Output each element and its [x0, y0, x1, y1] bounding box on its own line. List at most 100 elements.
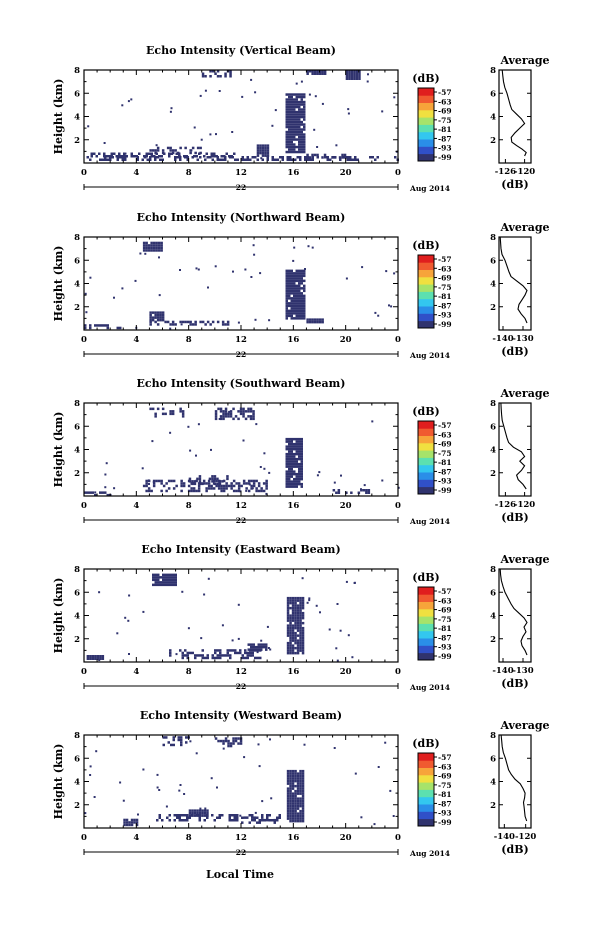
echo-cell — [123, 155, 126, 158]
echo-cell — [291, 784, 295, 788]
echo-cell — [289, 621, 292, 625]
avg-y-tick-label: 8 — [490, 731, 496, 741]
echo-cell — [296, 649, 300, 652]
echo-cell — [274, 109, 277, 112]
echo-cell — [306, 70, 309, 73]
echo-cell — [259, 149, 262, 152]
date-label: Aug 2014 — [409, 517, 450, 526]
echo-cell — [249, 415, 253, 418]
echo-cell — [295, 130, 298, 134]
echo-cell — [298, 450, 301, 453]
echo-cell — [158, 155, 161, 158]
echo-cell — [300, 472, 303, 476]
echo-cell — [200, 637, 203, 640]
echo-cell — [113, 487, 116, 490]
echo-cell — [299, 639, 302, 642]
echo-cell — [294, 621, 297, 625]
echo-cell — [229, 415, 233, 418]
echo-cell — [213, 477, 217, 481]
colorbar-tick-label: -99 — [438, 486, 452, 495]
echo-cell — [290, 460, 293, 463]
echo-cell — [216, 656, 219, 660]
echo-cell — [293, 110, 296, 114]
echo-cell — [296, 774, 300, 778]
echo-cell — [290, 445, 293, 448]
echo-cell — [303, 317, 306, 320]
echo-cell — [215, 479, 218, 483]
echo-cell — [298, 445, 301, 448]
echo-cell — [298, 130, 301, 134]
echo-cell — [256, 158, 259, 161]
echo-cell — [385, 270, 388, 273]
echo-cell — [300, 482, 303, 486]
echo-cell — [333, 481, 336, 484]
echo-cell — [294, 812, 297, 815]
echo-cell — [261, 146, 265, 150]
echo-cell — [128, 653, 130, 655]
y-tick-label: 2 — [74, 136, 80, 146]
colorbar-tick-label: -69 — [438, 274, 452, 283]
echo-cell — [256, 149, 260, 152]
echo-cell — [299, 804, 302, 808]
y-tick-label: 8 — [74, 565, 80, 575]
echo-cell — [221, 320, 225, 324]
echo-cell — [261, 158, 264, 161]
echo-cell — [294, 626, 297, 630]
x-tick-label: 0 — [395, 501, 401, 511]
echo-cell — [393, 272, 396, 275]
echo-cell — [259, 466, 262, 468]
echo-cell — [300, 447, 303, 451]
echo-cell — [300, 135, 303, 139]
x-tick-label: 0 — [395, 833, 401, 843]
echo-cell — [285, 110, 288, 114]
echo-cell — [295, 123, 298, 126]
echo-cell — [149, 320, 152, 324]
echo-cell — [201, 72, 205, 75]
echo-cell — [193, 482, 197, 486]
echo-cell — [300, 299, 303, 303]
echo-cell — [290, 277, 293, 280]
colorbar-swatch — [418, 782, 434, 790]
echo-cell — [296, 777, 300, 780]
echo-cell — [294, 772, 297, 775]
echo-cell — [264, 154, 267, 157]
echo-cell — [298, 123, 301, 126]
echo-cell — [166, 816, 169, 819]
echo-cell — [245, 487, 248, 490]
echo-cell — [295, 482, 298, 486]
echo-cell — [130, 155, 133, 158]
echo-cell — [146, 158, 149, 161]
echo-cell — [101, 657, 105, 660]
echo-cell — [171, 149, 175, 152]
echo-cell — [145, 484, 148, 488]
echo-cell — [183, 155, 186, 158]
panel-3: Echo Intensity (Southward Beam)Height (k… — [52, 377, 550, 526]
echo-cell — [161, 311, 165, 314]
echo-cell — [290, 317, 293, 320]
echo-cell — [125, 821, 129, 824]
echo-cell — [233, 814, 236, 817]
echo-cell — [293, 108, 296, 111]
echo-cell — [332, 489, 336, 492]
x-tick-label: 12 — [235, 335, 247, 345]
echo-cell — [217, 487, 221, 490]
echo-cell — [156, 316, 160, 319]
echo-cell — [255, 423, 258, 426]
echo-cell — [219, 417, 223, 421]
echo-cell — [298, 482, 301, 486]
echo-cell — [169, 654, 172, 657]
echo-cell — [239, 412, 243, 416]
colorbar-tick-label: -57 — [438, 88, 452, 97]
echo-cell — [289, 651, 292, 655]
echo-cell — [195, 267, 198, 270]
echo-cell — [115, 155, 118, 158]
echo-cell — [191, 482, 194, 486]
echo-cell — [290, 292, 293, 295]
echo-cell — [293, 282, 296, 285]
echo-cell — [250, 78, 253, 81]
echo-cell — [161, 316, 165, 319]
echo-cell — [226, 477, 229, 481]
echo-cell — [239, 649, 242, 652]
echo-cell — [165, 805, 168, 808]
plot-frame — [83, 69, 399, 164]
